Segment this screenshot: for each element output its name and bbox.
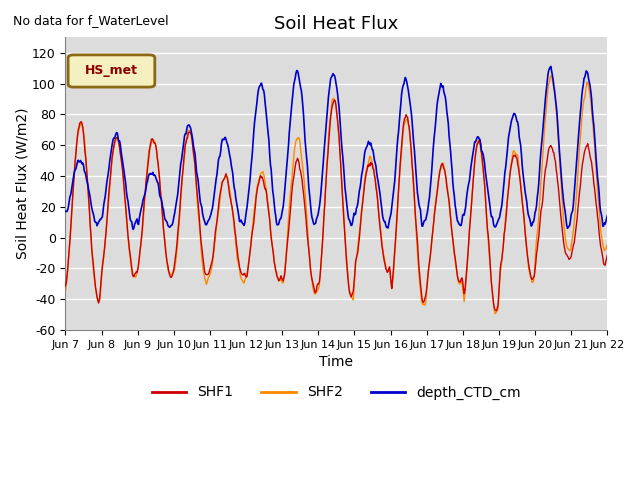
Text: HS_met: HS_met xyxy=(85,64,138,77)
Title: Soil Heat Flux: Soil Heat Flux xyxy=(275,15,399,33)
FancyBboxPatch shape xyxy=(68,55,155,87)
Legend: SHF1, SHF2, depth_CTD_cm: SHF1, SHF2, depth_CTD_cm xyxy=(146,380,527,405)
Y-axis label: Soil Heat Flux (W/m2): Soil Heat Flux (W/m2) xyxy=(15,108,29,260)
X-axis label: Time: Time xyxy=(319,355,353,369)
Text: No data for f_WaterLevel: No data for f_WaterLevel xyxy=(13,14,168,27)
